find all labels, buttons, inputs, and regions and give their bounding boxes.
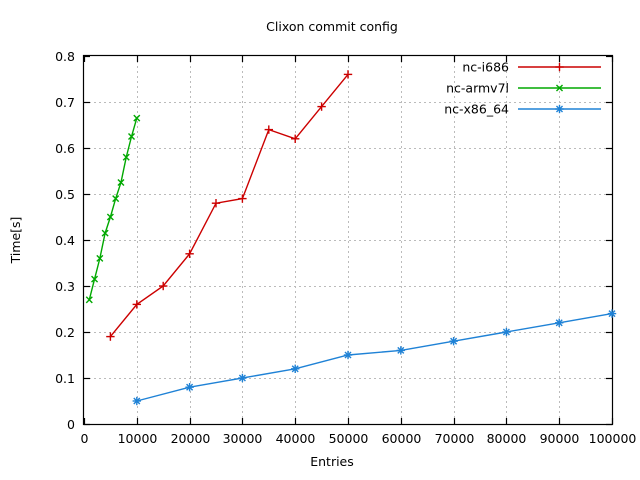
y-tick-label: 0.6	[55, 141, 75, 156]
data-point	[185, 249, 194, 258]
x-axis-label: Entries	[310, 454, 354, 469]
data-point	[317, 102, 326, 111]
y-tick-label: 0.1	[55, 371, 75, 386]
x-tick-label: 0	[81, 431, 89, 446]
data-point	[133, 114, 141, 122]
data-point	[101, 229, 109, 237]
data-point	[343, 70, 353, 79]
y-axis-tick-labels: 0 0.1 0.2 0.3 0.4 0.5 0.6 0.7 0.8	[55, 49, 75, 432]
x-tick-label: 80000	[487, 431, 527, 446]
legend: nc-i686 nc-armv7l nc-x86_64	[444, 60, 601, 117]
legend-marker	[555, 104, 564, 114]
data-point	[211, 199, 221, 208]
series-nc-x86_64	[132, 309, 617, 406]
data-point	[106, 332, 115, 341]
data-point	[238, 373, 247, 383]
data-series-layer	[85, 70, 617, 406]
data-point	[132, 396, 141, 406]
series-nc-armv7l	[85, 114, 141, 304]
data-point	[291, 364, 300, 373]
y-tick-label: 0.8	[55, 49, 75, 64]
y-axis-label: Time[s]	[8, 217, 23, 265]
x-tick-label: 40000	[276, 431, 316, 446]
data-point	[122, 153, 130, 161]
data-point	[555, 318, 564, 327]
x-tick-label: 30000	[223, 431, 263, 446]
y-tick-label: 0.3	[55, 279, 75, 294]
data-point	[185, 383, 194, 392]
data-point	[264, 125, 273, 134]
data-point	[85, 296, 93, 304]
data-point	[117, 178, 125, 187]
y-tick-label: 0.4	[55, 233, 75, 248]
x-tick-label: 20000	[171, 431, 211, 446]
legend-label: nc-x86_64	[444, 102, 509, 117]
data-point	[607, 309, 617, 318]
x-tick-label: 90000	[540, 431, 580, 446]
data-point	[238, 194, 247, 203]
series-nc-i686	[106, 70, 353, 341]
y-tick-label: 0.7	[55, 95, 75, 110]
y-tick-label: 0.5	[55, 187, 75, 202]
legend-item-nc-i686: nc-i686	[462, 60, 601, 75]
data-point	[159, 281, 168, 291]
data-point	[502, 327, 511, 337]
x-tick-label: 70000	[435, 431, 475, 446]
data-point	[343, 350, 353, 360]
y-tick-label: 0	[67, 417, 75, 432]
y-tick-label: 0.2	[55, 325, 75, 340]
data-point	[91, 275, 99, 283]
x-tick-label: 50000	[329, 431, 369, 446]
x-tick-label: 100000	[589, 431, 637, 446]
legend-marker	[555, 84, 564, 92]
plot-area-border	[82, 54, 614, 426]
data-point	[106, 213, 114, 221]
chart-title: Clixon commit config	[266, 19, 398, 34]
data-point	[132, 300, 141, 309]
x-tick-label: 60000	[382, 431, 422, 446]
legend-label: nc-i686	[462, 60, 509, 75]
x-axis-tick-labels: 0 10000 20000 30000 40000 50000 60000 70000 8000…	[81, 431, 637, 446]
data-point	[96, 254, 104, 262]
series-line	[109, 73, 349, 338]
data-point	[396, 346, 405, 355]
legend-label: nc-armv7l	[446, 81, 509, 96]
legend-item-nc-x86_64: nc-x86_64	[444, 102, 601, 117]
legend-item-nc-armv7l: nc-armv7l	[446, 81, 601, 96]
series-line	[136, 312, 613, 402]
x-tick-label: 10000	[118, 431, 158, 446]
series-line	[88, 117, 138, 300]
data-point	[449, 337, 458, 346]
data-point	[291, 134, 300, 143]
data-point	[128, 132, 136, 141]
data-point	[112, 195, 120, 203]
legend-marker	[555, 62, 564, 72]
